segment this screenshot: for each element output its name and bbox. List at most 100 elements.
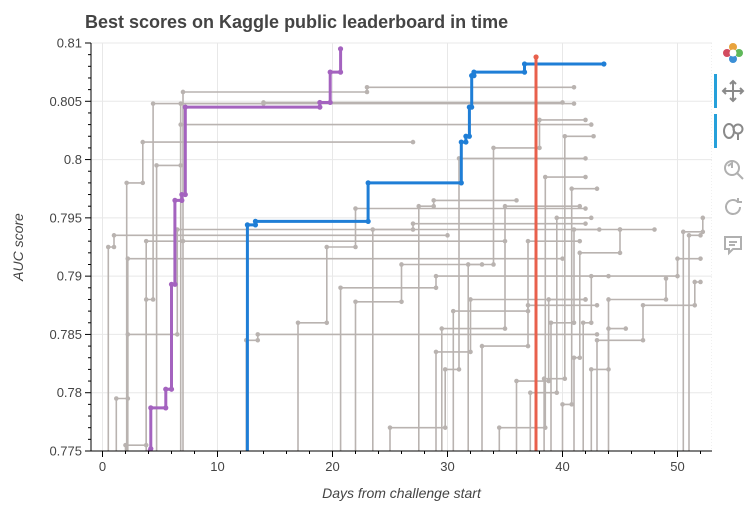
background-series-point[interactable] (588, 273, 594, 279)
background-series-point[interactable] (387, 425, 393, 430)
background-series-point[interactable] (583, 297, 588, 302)
background-series-point[interactable] (410, 139, 416, 145)
background-series-point[interactable] (180, 89, 186, 95)
background-series-point[interactable] (617, 227, 623, 232)
background-series-point[interactable] (514, 378, 519, 384)
background-series-point[interactable] (537, 117, 542, 123)
background-series[interactable] (441, 205, 580, 451)
background-series-point[interactable] (143, 297, 149, 302)
background-series-point[interactable] (450, 308, 456, 314)
background-series-point[interactable] (468, 349, 473, 355)
background-series-point[interactable] (577, 203, 583, 209)
background-series-point[interactable] (338, 285, 343, 291)
background-series-point[interactable] (468, 297, 473, 302)
background-series-point[interactable] (583, 174, 588, 180)
background-series-point[interactable] (528, 390, 533, 396)
background-series-point[interactable] (562, 133, 568, 139)
background-series-point[interactable] (295, 320, 301, 326)
background-series-point[interactable] (105, 244, 111, 250)
highlighted-series-point[interactable] (469, 104, 475, 110)
background-series-point[interactable] (479, 343, 485, 349)
background-series-point[interactable] (433, 285, 439, 291)
background-series-point[interactable] (399, 262, 404, 267)
background-series-point[interactable] (178, 101, 183, 106)
highlighted-series-point[interactable] (168, 386, 175, 392)
background-series-point[interactable] (255, 337, 261, 343)
background-series-point[interactable] (525, 343, 531, 349)
background-series-point[interactable] (124, 180, 129, 186)
background-series-point[interactable] (143, 238, 149, 244)
background-series-point[interactable] (410, 227, 416, 232)
highlighted-series-point[interactable] (182, 104, 188, 110)
highlighted-series-point[interactable] (471, 69, 477, 75)
background-series-point[interactable] (125, 332, 131, 337)
background-series[interactable] (467, 119, 586, 451)
background-series-point[interactable] (617, 250, 623, 256)
background-series-point[interactable] (180, 238, 186, 244)
background-series-point[interactable] (640, 337, 646, 343)
background-series-point[interactable] (640, 302, 646, 308)
background-series-point[interactable] (364, 84, 370, 90)
background-series-point[interactable] (431, 198, 437, 203)
background-series-point[interactable] (698, 233, 703, 238)
background-series-point[interactable] (562, 376, 568, 382)
background-series-point[interactable] (583, 206, 588, 211)
background-series-point[interactable] (692, 279, 698, 285)
background-series-point[interactable] (554, 390, 560, 396)
background-series-point[interactable] (150, 101, 156, 106)
background-series-point[interactable] (174, 332, 180, 337)
background-series-point[interactable] (652, 227, 657, 232)
background-series-point[interactable] (606, 297, 611, 302)
background-series[interactable] (590, 278, 667, 452)
background-series-point[interactable] (445, 233, 450, 238)
highlighted-series-point[interactable] (521, 61, 528, 67)
highlighted-series-point[interactable] (466, 133, 472, 139)
background-series-point[interactable] (663, 297, 669, 302)
highlighted-series-point[interactable] (148, 405, 154, 411)
background-series-point[interactable] (502, 203, 508, 209)
background-series-point[interactable] (588, 367, 594, 372)
background-series[interactable] (127, 228, 620, 452)
background-series-point[interactable] (594, 186, 600, 192)
highlighted-series-point[interactable] (365, 218, 371, 224)
highlighted-series-point[interactable] (458, 139, 464, 145)
background-series-point[interactable] (370, 227, 376, 232)
background-series-point[interactable] (439, 326, 445, 331)
highlighted-series-point[interactable] (458, 180, 464, 186)
background-series-point[interactable] (554, 215, 560, 221)
background-series[interactable] (682, 217, 704, 451)
highlighted-series-point[interactable] (521, 69, 528, 75)
background-series-point[interactable] (692, 302, 698, 308)
background-series-point[interactable] (416, 203, 422, 209)
background-series-point[interactable] (353, 299, 358, 305)
background-series-point[interactable] (456, 367, 462, 372)
background-series-point[interactable] (583, 117, 588, 123)
background-series-point[interactable] (686, 233, 692, 238)
highlighted-series-point[interactable] (317, 99, 323, 106)
background-series-point[interactable] (324, 320, 330, 326)
background-series-point[interactable] (680, 229, 686, 235)
highlighted-series-point[interactable] (337, 69, 344, 75)
background-series-point[interactable] (324, 244, 330, 250)
background-series-point[interactable] (700, 215, 706, 221)
background-series-point[interactable] (442, 425, 448, 430)
background-series-point[interactable] (114, 396, 119, 401)
highlighted-series-point[interactable] (244, 222, 250, 228)
background-series-point[interactable] (546, 297, 551, 302)
background-series-point[interactable] (541, 376, 547, 382)
background-series[interactable] (372, 222, 586, 451)
background-series-point[interactable] (583, 221, 588, 226)
background-series-point[interactable] (577, 250, 583, 256)
background-series-point[interactable] (154, 163, 159, 168)
highlighted-series-point[interactable] (327, 99, 333, 106)
background-series-point[interactable] (353, 244, 358, 250)
background-series-point[interactable] (594, 337, 600, 343)
background-series-point[interactable] (548, 320, 554, 326)
highlighted-series-point[interactable] (337, 46, 344, 52)
background-series-point[interactable] (606, 326, 611, 331)
plot-area[interactable]: 0 10 20 30 40 50 0.775 0.78 0.785 0.79 0.795 0.8 0.8… (0, 0, 712, 508)
background-series-point[interactable] (433, 349, 439, 355)
background-series-point[interactable] (663, 276, 669, 281)
background-series[interactable] (596, 281, 701, 451)
highlighted-series-point[interactable] (172, 281, 178, 287)
